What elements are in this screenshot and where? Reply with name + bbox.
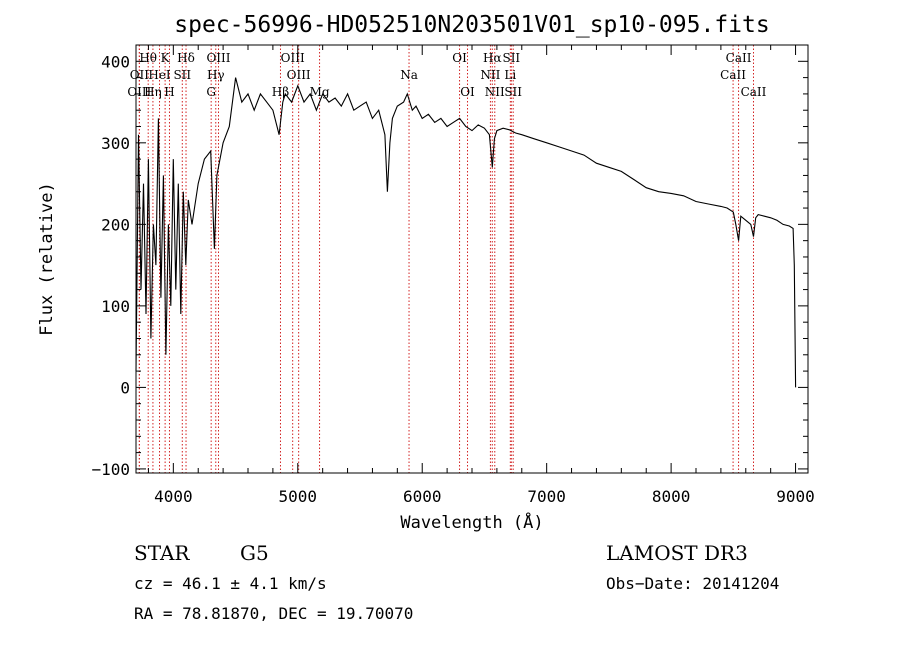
y-tick-label: −100 (91, 460, 130, 479)
emission-line-label: Hη (144, 85, 162, 99)
emission-line-label: NII (480, 68, 500, 82)
emission-line-label: Hθ (139, 51, 157, 65)
emission-line-label: Na (400, 68, 418, 82)
object-type: STAR (134, 541, 190, 565)
emission-line-label: OI (460, 85, 475, 99)
emission-line-label: HeI (148, 68, 171, 82)
x-tick-label: 9000 (776, 487, 815, 506)
emission-line-label: Hγ (207, 68, 225, 82)
emission-line-label: NII (485, 85, 505, 99)
chart-title: spec-56996-HD052510N203501V01_sp10-095.f… (174, 12, 769, 38)
x-tick-label: 4000 (154, 487, 193, 506)
emission-line-label: Hδ (177, 51, 195, 65)
emission-line-label: Hβ (272, 85, 289, 99)
emission-line-label: Hα (483, 51, 502, 65)
spectrum-series-line (135, 77, 797, 388)
emission-line-label: CaII (741, 85, 767, 99)
emission-line-label: OI (452, 51, 467, 65)
emission-line-label: OIII (287, 68, 311, 82)
emission-line-label: Mg (310, 85, 330, 99)
x-tick-label: 7000 (527, 487, 566, 506)
emission-line-label: OII (130, 68, 150, 82)
observation-date: Obs−Date: 20141204 (606, 574, 779, 593)
x-axis-label: Wavelength (Å) (400, 511, 543, 533)
y-tick-label: 300 (101, 134, 130, 153)
y-tick-label: 0 (120, 378, 130, 397)
y-tick-label: 400 (101, 52, 130, 71)
emission-line-label: SII (502, 51, 520, 65)
emission-line-label: G (206, 85, 216, 99)
emission-line-label: OIII (127, 85, 151, 99)
redshift-velocity: cz = 46.1 ± 4.1 km/s (134, 574, 327, 593)
emission-line-label: H (164, 85, 174, 99)
y-axis-label: Flux (relative) (37, 182, 57, 336)
y-tick-label: 100 (101, 297, 130, 316)
emission-line-label: SII (504, 85, 522, 99)
x-tick-label: 6000 (403, 487, 442, 506)
spectral-subclass: G5 (240, 541, 269, 565)
x-axis-ticks: 4000 5000 6000 7000 8000 9000 (147, 45, 815, 506)
emission-line-label: Li (504, 68, 516, 82)
emission-line-label: OIII (206, 51, 230, 65)
emission-line-label: SII (173, 68, 191, 82)
survey-name: LAMOST DR3 (606, 541, 748, 565)
emission-line-markers (138, 45, 754, 473)
y-axis-ticks: −100 0 100 200 300 400 (91, 52, 808, 479)
emission-line-label: CaII (726, 51, 752, 65)
x-tick-label: 8000 (652, 487, 691, 506)
emission-line-label: K (161, 51, 171, 65)
emission-line-label: OIII (281, 51, 305, 65)
y-tick-label: 200 (101, 215, 130, 234)
emission-line-label: CaII (720, 68, 746, 82)
coordinates: RA = 78.81870, DEC = 19.70070 (134, 604, 413, 623)
x-tick-label: 5000 (279, 487, 318, 506)
